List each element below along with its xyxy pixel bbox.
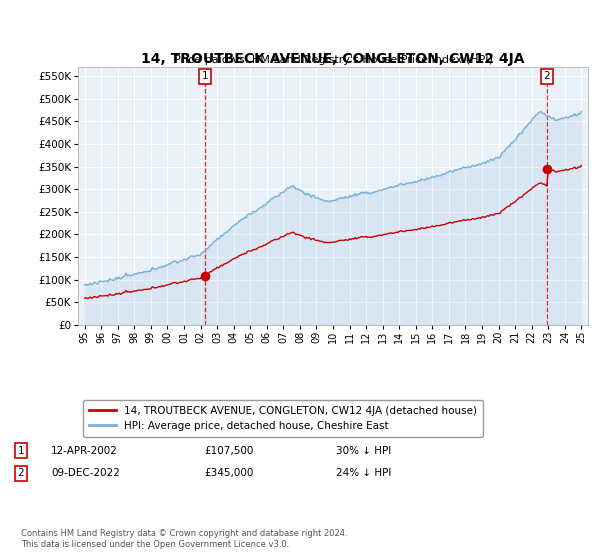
Text: 2: 2	[17, 468, 25, 478]
Text: £345,000: £345,000	[204, 468, 253, 478]
Text: Price paid vs. HM Land Registry's House Price Index (HPI): Price paid vs. HM Land Registry's House …	[173, 55, 493, 64]
Text: Contains HM Land Registry data © Crown copyright and database right 2024.
This d: Contains HM Land Registry data © Crown c…	[21, 529, 347, 549]
Text: 30% ↓ HPI: 30% ↓ HPI	[336, 446, 391, 456]
Title: 14, TROUTBECK AVENUE, CONGLETON, CW12 4JA: 14, TROUTBECK AVENUE, CONGLETON, CW12 4J…	[141, 52, 525, 66]
Text: 1: 1	[17, 446, 25, 456]
Text: 24% ↓ HPI: 24% ↓ HPI	[336, 468, 391, 478]
Legend: 14, TROUTBECK AVENUE, CONGLETON, CW12 4JA (detached house), HPI: Average price, : 14, TROUTBECK AVENUE, CONGLETON, CW12 4J…	[83, 400, 483, 437]
Text: 1: 1	[202, 71, 209, 81]
Text: 12-APR-2002: 12-APR-2002	[51, 446, 118, 456]
Text: £107,500: £107,500	[204, 446, 253, 456]
Text: 09-DEC-2022: 09-DEC-2022	[51, 468, 120, 478]
Text: 2: 2	[544, 71, 550, 81]
